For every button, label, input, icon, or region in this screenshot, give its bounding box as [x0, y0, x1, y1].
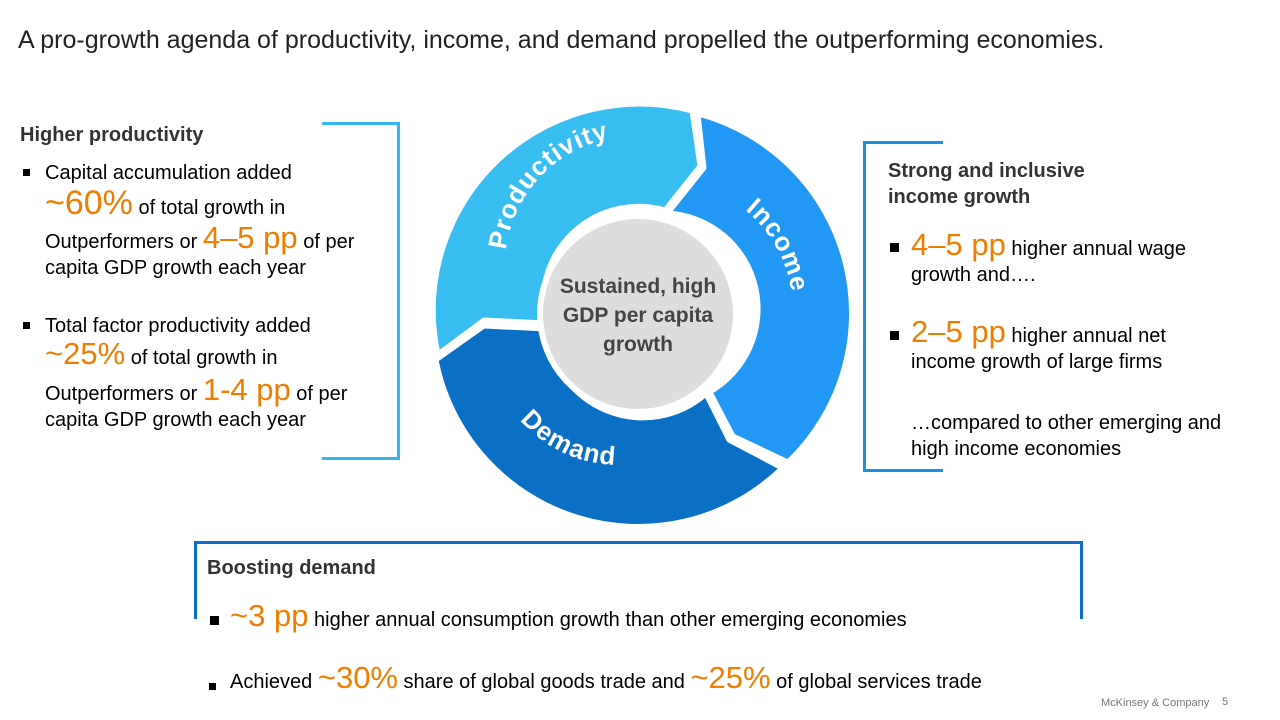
bullet-text-line: ~60% of total growth in	[45, 186, 354, 221]
income-heading-line-1: Strong and inclusive	[888, 160, 1085, 182]
bullet-text-line: income growth of large firms	[911, 351, 1163, 373]
bullet-text-line: capita GDP growth each year	[45, 257, 306, 279]
bullet-marker	[23, 322, 30, 329]
income-note-line-2: high income economies	[911, 438, 1122, 460]
income-bracket	[863, 141, 943, 472]
stat-value: ~25%	[690, 660, 771, 695]
productivity-segment	[430, 101, 703, 357]
stat-value: ~30%	[317, 660, 398, 695]
bullet-text: higher annual net	[1005, 325, 1166, 347]
bullet-text: of global services trade	[770, 671, 982, 693]
income-heading-line-2: income growth	[888, 186, 1031, 208]
income-bullet-2: 2–5 pp higher annual net income growth o…	[911, 316, 1166, 375]
bullet-marker	[23, 169, 30, 176]
bullet-text-line: Outperformers or 1-4 pp of per	[45, 374, 348, 407]
bullet-marker	[890, 243, 899, 252]
income-segment	[665, 111, 855, 465]
stat-value: 4–5 pp	[911, 227, 1006, 262]
bullet-text: of per	[290, 383, 348, 405]
stat-value: ~25%	[45, 336, 126, 371]
bullet-text-line: 2–5 pp higher annual net	[911, 316, 1166, 349]
bullet-text: of total growth in	[132, 197, 286, 219]
income-bullet-1: 4–5 pp higher annual wage growth and….	[911, 229, 1186, 288]
growth-wheel-diagram: Sustained, high GDP per capita growth Pr…	[430, 101, 855, 529]
bullet-text: higher annual consumption growth than ot…	[308, 609, 907, 631]
productivity-bullet-1: Capital accumulation added ~60% of total…	[45, 160, 354, 281]
income-note: …compared to other emerging and high inc…	[911, 410, 1221, 462]
income-heading: Strong and inclusive income growth	[888, 158, 1085, 210]
stat-value: 1-4 pp	[202, 372, 291, 407]
stat-value: ~3 pp	[230, 598, 309, 633]
footer-company: McKinsey & Company	[1101, 697, 1210, 709]
page-title: A pro-growth agenda of productivity, inc…	[18, 26, 1105, 54]
demand-bullet-2: Achieved ~30% share of global goods trad…	[230, 662, 982, 695]
bullet-text: of per	[297, 231, 355, 253]
bullet-marker	[890, 331, 899, 340]
bullet-text-line: capita GDP growth each year	[45, 409, 306, 431]
bullet-text: of total growth in	[125, 347, 278, 369]
bullet-text: Outperformers or	[45, 231, 203, 253]
bullet-text-line: ~25% of total growth in	[45, 338, 347, 371]
demand-bracket	[194, 541, 1083, 619]
bullet-marker	[209, 683, 216, 690]
bullet-text-line: Outperformers or 4–5 pp of per	[45, 222, 355, 255]
stat-value: 4–5 pp	[202, 220, 298, 255]
page-number: 5	[1222, 696, 1229, 708]
demand-heading: Boosting demand	[207, 557, 376, 579]
center-circle	[537, 213, 739, 415]
bullet-marker	[210, 616, 219, 625]
bullet-text: Outperformers or	[45, 383, 203, 405]
bullet-text-line: growth and….	[911, 264, 1036, 286]
bullet-text: share of global goods trade and	[398, 671, 691, 693]
center-label-line-3: growth	[603, 333, 673, 356]
bullet-text: higher annual wage	[1005, 238, 1186, 260]
bullet-text-line: 4–5 pp higher annual wage	[911, 229, 1186, 262]
bullet-text-line: Total factor productivity added	[45, 315, 311, 337]
center-label-line-2: GDP per capita	[563, 304, 713, 327]
productivity-heading: Higher productivity	[20, 124, 204, 146]
demand-bullet-1: ~3 pp higher annual consumption growth t…	[230, 600, 907, 633]
center-label-line-1: Sustained, high	[560, 275, 716, 298]
income-note-line-1: …compared to other emerging and	[911, 412, 1222, 434]
demand-segment	[433, 323, 785, 529]
stat-value: 2–5 pp	[911, 314, 1006, 349]
productivity-bullet-2: Total factor productivity added ~25% of …	[45, 313, 347, 433]
stat-value: ~60%	[45, 184, 133, 222]
productivity-bracket	[322, 122, 400, 460]
bullet-text-line: Capital accumulation added	[45, 162, 292, 184]
bullet-text: Achieved	[230, 671, 318, 693]
